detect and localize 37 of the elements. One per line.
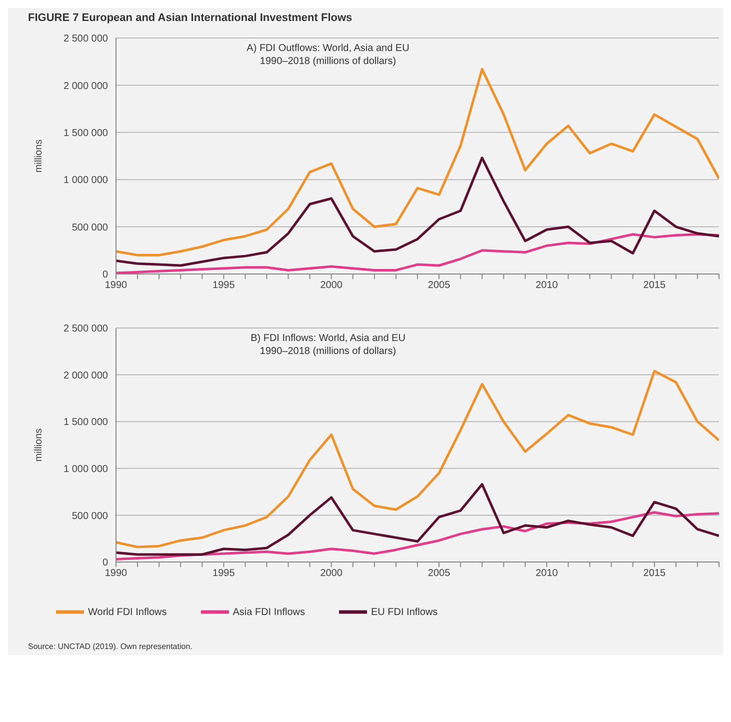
y-tick-label: 1 500 000 — [64, 417, 108, 428]
source-note: Source: UNCTAD (2019). Own representation. — [27, 641, 194, 653]
y-tick-label: 0 — [102, 270, 108, 281]
legend-label: Asia FDI Inflows — [232, 606, 305, 618]
legend-label: EU FDI Inflows — [370, 606, 438, 618]
legend-label: World FDI Inflows — [88, 606, 167, 618]
text: B) FDI Inflows: World, Asia and EU 1990–2018 (millions of dollars) — [250, 332, 406, 358]
y-tick-label: 2 500 000 — [64, 34, 108, 45]
x-tick-label: 2000 — [320, 280, 343, 292]
line-series — [116, 483, 719, 556]
line-series — [116, 370, 719, 548]
y-tick-label: 1 000 000 — [64, 464, 108, 475]
y-tick-label: 2 000 000 — [64, 80, 108, 92]
y-tick-label: 2 500 000 — [64, 324, 108, 335]
line-series — [116, 156, 719, 267]
y-tick-label: 1 500 000 — [64, 128, 108, 139]
y-axis-title: millions — [34, 428, 45, 462]
x-tick-label: 1990 — [104, 280, 128, 292]
y-axis-title: millions — [34, 139, 45, 173]
y-tick-label: 500 000 — [72, 510, 108, 522]
y-tick-label: 0 — [102, 558, 108, 569]
x-tick-label: 2010 — [536, 280, 558, 292]
y-tick-label: 2 000 000 — [64, 370, 108, 382]
x-tick-label: 2010 — [536, 568, 558, 580]
x-tick-label: 1995 — [212, 280, 236, 292]
x-tick-label: 1995 — [212, 568, 236, 580]
y-tick-label: 500 000 — [72, 222, 108, 234]
y-tick-label: 1 000 000 — [64, 175, 108, 186]
x-tick-label: 2005 — [428, 280, 451, 292]
x-tick-label: 2000 — [320, 568, 343, 580]
chart-title: FIGURE 7 European and Asian International Investment Flows — [27, 11, 354, 26]
x-tick-label: 2005 — [428, 568, 451, 580]
x-tick-label: 1990 — [104, 568, 128, 580]
line-series — [116, 68, 719, 256]
text: A) FDI Outflows: World, Asia and EU 1990–2018 (millions of dollars) — [246, 42, 410, 68]
x-tick-label: 2015 — [643, 280, 666, 292]
x-tick-label: 2015 — [643, 568, 666, 580]
